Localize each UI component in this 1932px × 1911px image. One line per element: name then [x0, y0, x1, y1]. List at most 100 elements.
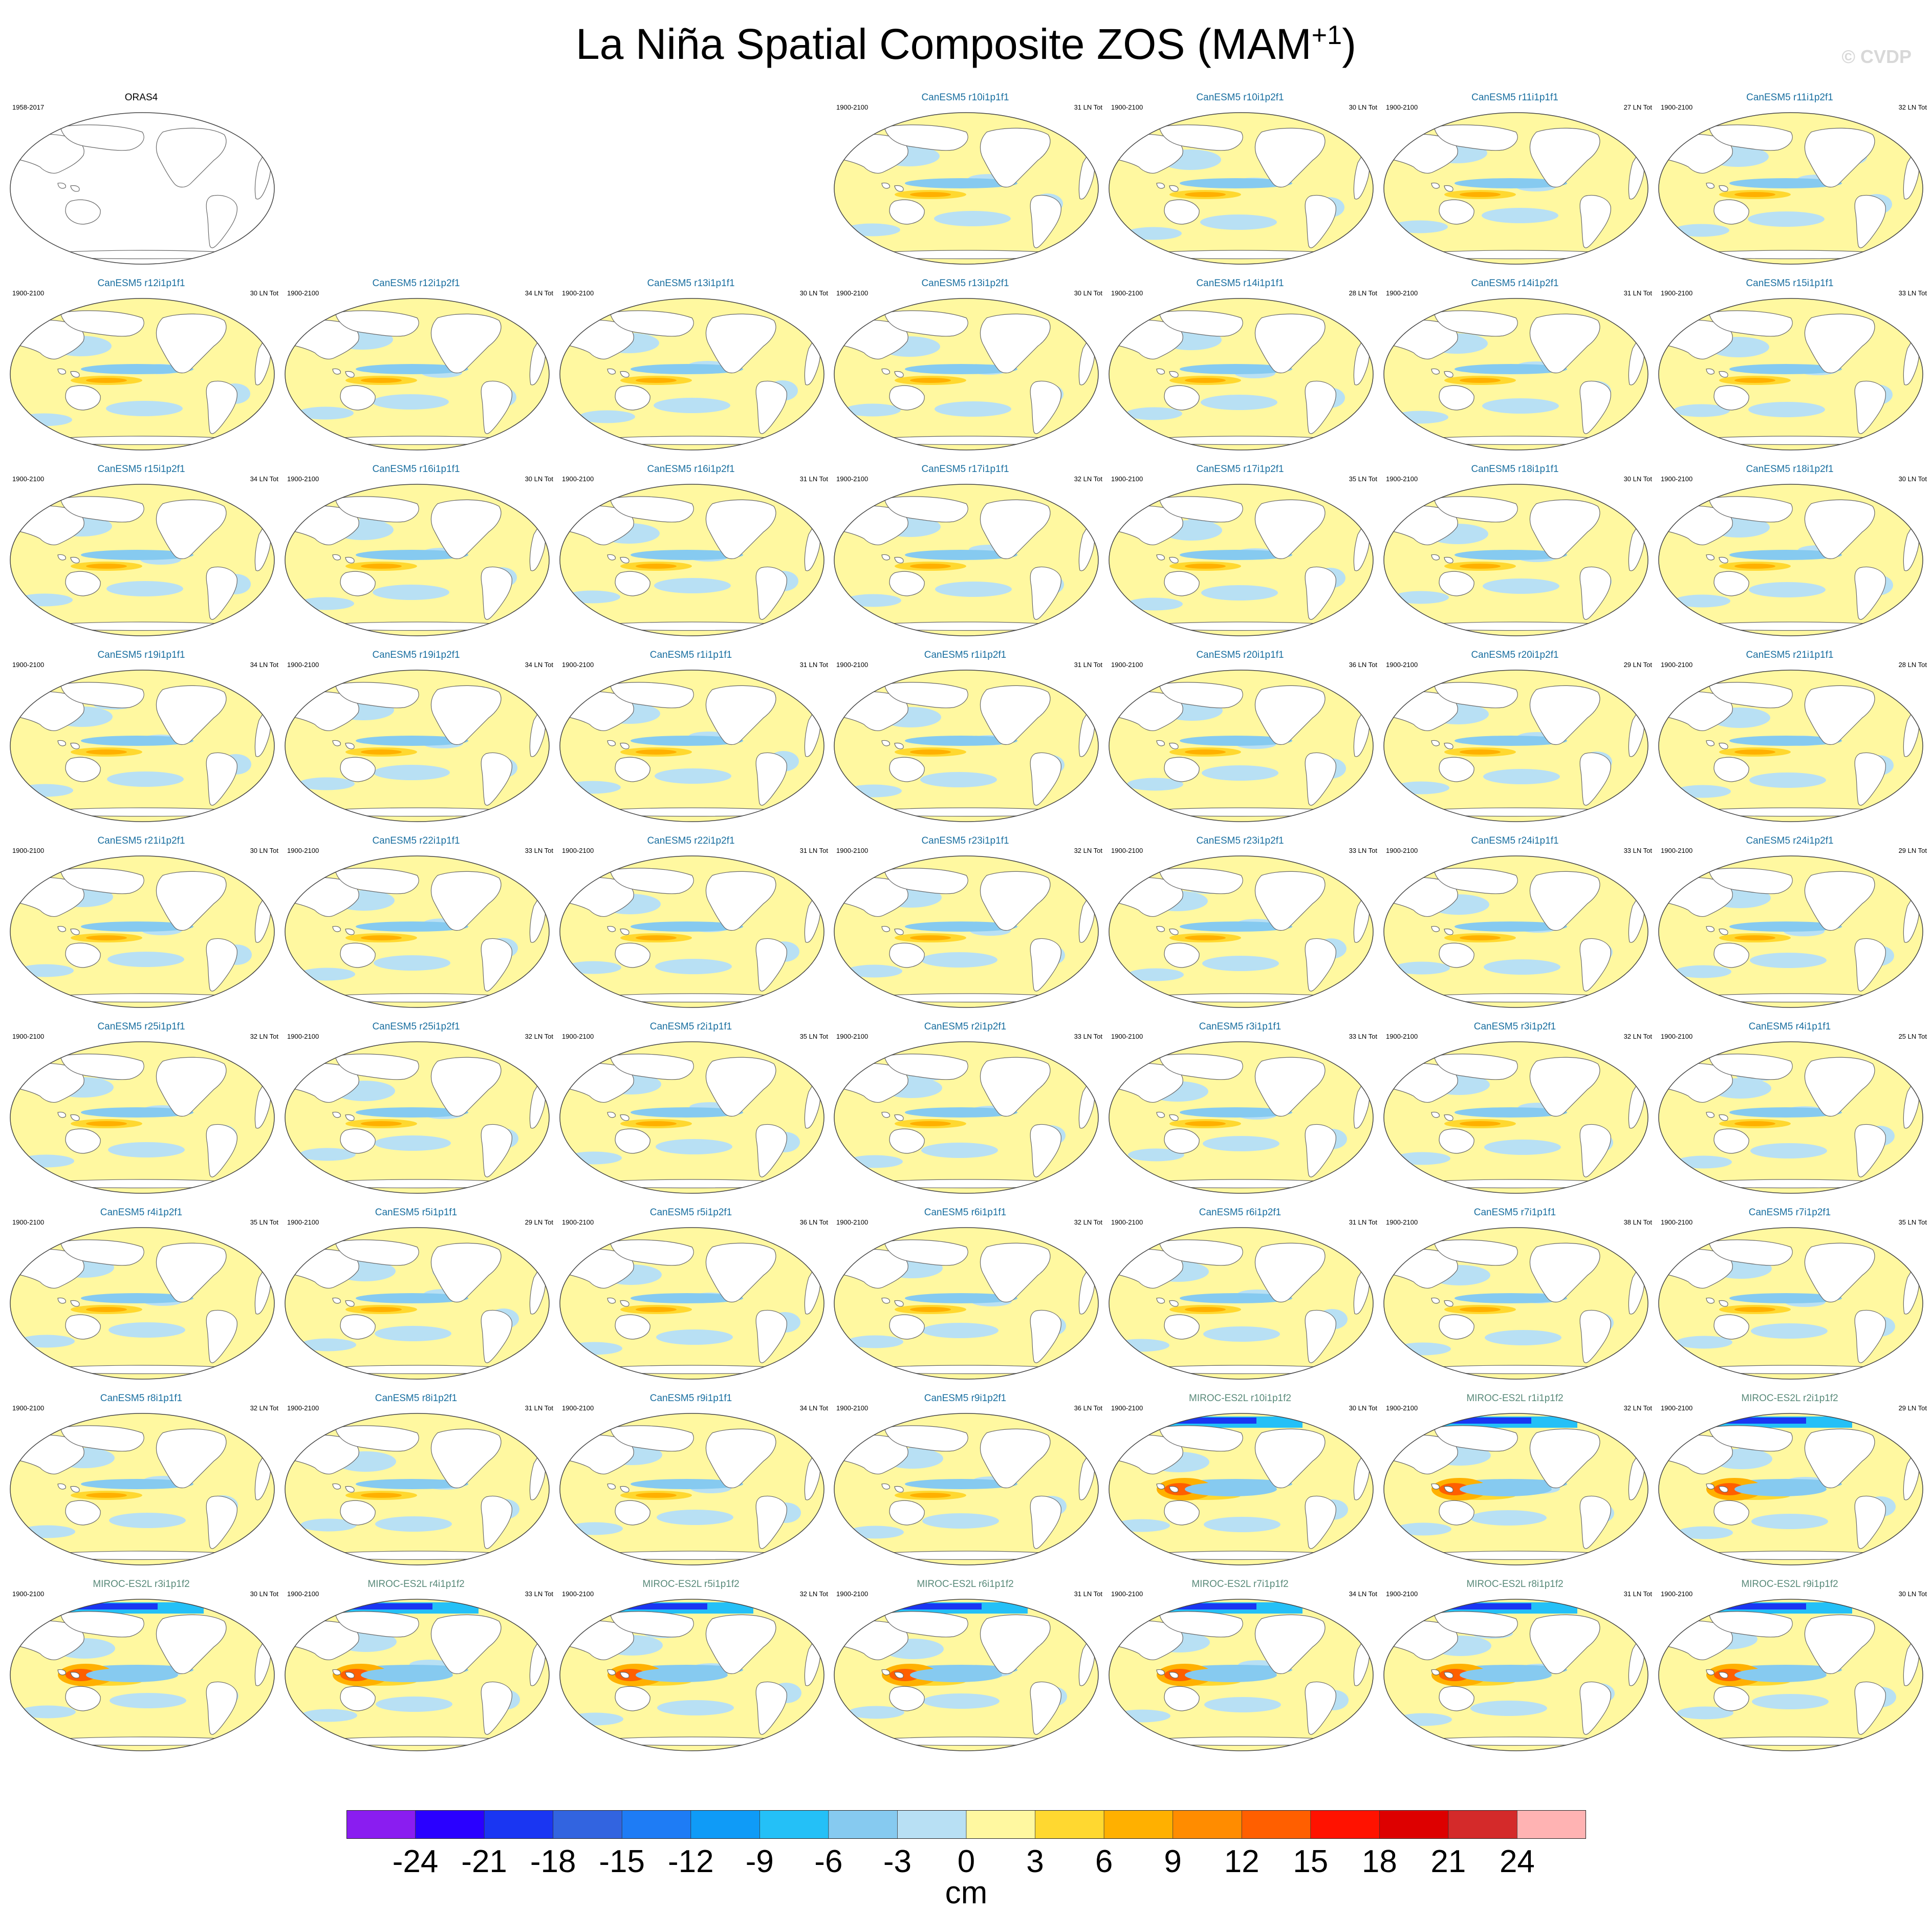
- map-plot: [1658, 855, 1923, 1008]
- panel-period: 1900-2100: [1386, 1033, 1418, 1040]
- colorbar-tick-label: 18: [1361, 1844, 1397, 1879]
- map-plot: [10, 670, 275, 822]
- map-plot: [1658, 1041, 1923, 1194]
- map-panel: CanESM5 r12i1p1f1 1900-2100 30 LN Tot: [4, 278, 278, 463]
- panel-event-count: 31 LN Tot: [1074, 1590, 1102, 1598]
- map-panel: CanESM5 r5i1p1f1 1900-2100 29 LN Tot: [279, 1207, 553, 1392]
- map-plot: [834, 1227, 1099, 1380]
- colorbar: [346, 1810, 1586, 1839]
- map-panel: MIROC-ES2L r6i1p1f2 1900-2100 31 LN Tot: [828, 1579, 1102, 1764]
- panel-title: CanESM5 r11i1p1f1: [1471, 92, 1558, 103]
- map-panel: CanESM5 r16i1p2f1 1900-2100 31 LN Tot: [554, 464, 828, 649]
- panel-title: MIROC-ES2L r1i1p1f2: [1466, 1393, 1564, 1404]
- panel-period: 1900-2100: [1386, 1218, 1418, 1226]
- map-plot: [1109, 1413, 1374, 1565]
- panel-title: CanESM5 r11i1p2f1: [1746, 92, 1833, 103]
- map-plot: [559, 855, 824, 1008]
- colorbar-swatch: [1517, 1810, 1586, 1839]
- map-panel: CanESM5 r4i1p1f1 1900-2100 25 LN Tot: [1653, 1021, 1927, 1207]
- panel-title: CanESM5 r18i1p1f1: [1471, 464, 1559, 475]
- panel-title: CanESM5 r18i1p2f1: [1746, 464, 1834, 475]
- map-panel: CanESM5 r20i1p2f1 1900-2100 29 LN Tot: [1378, 650, 1652, 835]
- panel-event-count: 31 LN Tot: [1074, 103, 1102, 111]
- panel-period: 1900-2100: [1111, 847, 1143, 854]
- panel-title: MIROC-ES2L r3i1p1f2: [93, 1579, 190, 1590]
- panel-title: CanESM5 r19i1p1f1: [97, 650, 185, 660]
- panel-period: 1900-2100: [836, 847, 869, 854]
- colorbar-tick-label: 15: [1293, 1844, 1329, 1879]
- colorbar-tick-label: 0: [957, 1844, 975, 1879]
- panel-period: 1900-2100: [562, 1590, 594, 1598]
- panel-period: 1900-2100: [1111, 289, 1143, 297]
- map-plot: [1109, 298, 1374, 450]
- map-plot: [285, 1227, 550, 1380]
- panel-title: MIROC-ES2L r10i1p1f2: [1189, 1393, 1291, 1404]
- panel-event-count: 31 LN Tot: [525, 1404, 553, 1412]
- panel-title: CanESM5 r10i1p1f1: [921, 92, 1009, 103]
- colorbar-tick-label: 9: [1164, 1844, 1182, 1879]
- map-plot: [285, 1413, 550, 1565]
- panel-event-count: 29 LN Tot: [525, 1218, 553, 1226]
- panel-event-count: 31 LN Tot: [1349, 1218, 1377, 1226]
- colorbar-tick-label: 21: [1430, 1844, 1466, 1879]
- page-title: La Niña Spatial Composite ZOS (MAM+1): [575, 20, 1357, 68]
- map-panel: CanESM5 r3i1p2f1 1900-2100 32 LN Tot: [1378, 1021, 1652, 1207]
- panel-period: 1900-2100: [1111, 1590, 1143, 1598]
- panel-title: MIROC-ES2L r6i1p1f2: [917, 1579, 1014, 1590]
- panel-event-count: 35 LN Tot: [1349, 475, 1377, 483]
- panel-period: 1900-2100: [1661, 475, 1693, 483]
- map-panel: CanESM5 r18i1p2f1 1900-2100 30 LN Tot: [1653, 464, 1927, 649]
- panel-title: CanESM5 r6i1p1f1: [924, 1207, 1007, 1218]
- map-panel: CanESM5 r3i1p1f1 1900-2100 33 LN Tot: [1103, 1021, 1377, 1207]
- map-panel: CanESM5 r1i1p2f1 1900-2100 31 LN Tot: [828, 650, 1102, 835]
- map-panel: MIROC-ES2L r10i1p1f2 1900-2100 30 LN Tot: [1103, 1393, 1377, 1578]
- panel-event-count: 34 LN Tot: [250, 661, 278, 669]
- map-plot: [559, 1227, 824, 1380]
- panel-title: CanESM5 r22i1p1f1: [372, 835, 460, 846]
- colorbar-swatch: [1173, 1810, 1243, 1839]
- map-panel: CanESM5 r9i1p2f1 1900-2100 36 LN Tot: [828, 1393, 1102, 1578]
- colorbar-tick-label: 24: [1499, 1844, 1535, 1879]
- map-panel: CanESM5 r1i1p1f1 1900-2100 31 LN Tot: [554, 650, 828, 835]
- panel-event-count: 30 LN Tot: [1898, 475, 1927, 483]
- map-panel: MIROC-ES2L r4i1p1f2 1900-2100 33 LN Tot: [279, 1579, 553, 1764]
- panel-event-count: 33 LN Tot: [1349, 847, 1377, 854]
- colorbar-swatch: [1448, 1810, 1518, 1839]
- map-plot: [1658, 298, 1923, 450]
- panel-period: 1900-2100: [1111, 103, 1143, 111]
- panel-title: CanESM5 r24i1p2f1: [1746, 835, 1834, 846]
- panel-title: CanESM5 r9i1p1f1: [649, 1393, 732, 1404]
- panel-period: 1900-2100: [562, 847, 594, 854]
- map-panel: CanESM5 r14i1p2f1 1900-2100 31 LN Tot: [1378, 278, 1652, 463]
- map-plot: [285, 1599, 550, 1751]
- panel-period: 1900-2100: [1661, 1033, 1693, 1040]
- panel-event-count: 27 LN Tot: [1623, 103, 1652, 111]
- panel-period: 1900-2100: [1661, 1218, 1693, 1226]
- panel-title: CanESM5 r25i1p2f1: [372, 1021, 460, 1032]
- panel-event-count: 33 LN Tot: [1898, 289, 1927, 297]
- panel-period: 1958-2017: [12, 103, 45, 111]
- panel-event-count: 30 LN Tot: [1074, 289, 1102, 297]
- map-plot: [1109, 1227, 1374, 1380]
- colorbar-swatch: [1103, 1810, 1174, 1839]
- panel-title: CanESM5 r23i1p1f1: [921, 835, 1009, 846]
- colorbar-swatch: [415, 1810, 485, 1839]
- panel-title: CanESM5 r17i1p2f1: [1196, 464, 1284, 475]
- panel-title: CanESM5 r12i1p1f1: [97, 278, 185, 289]
- panel-period: 1900-2100: [12, 1033, 45, 1040]
- panel-title: CanESM5 r1i1p1f1: [649, 650, 732, 660]
- panel-event-count: 32 LN Tot: [1623, 1404, 1652, 1412]
- panel-title: CanESM5 r14i1p2f1: [1471, 278, 1559, 289]
- panel-event-count: 36 LN Tot: [1349, 661, 1377, 669]
- panel-title: CanESM5 r24i1p1f1: [1471, 835, 1559, 846]
- colorbar-swatch: [484, 1810, 554, 1839]
- map-panel: CanESM5 r17i1p2f1 1900-2100 35 LN Tot: [1103, 464, 1377, 649]
- map-panel: CanESM5 r14i1p1f1 1900-2100 28 LN Tot: [1103, 278, 1377, 463]
- map-plot: [285, 1041, 550, 1194]
- map-plot: [1658, 1413, 1923, 1565]
- panel-period: 1900-2100: [12, 847, 45, 854]
- map-panel: CanESM5 r13i1p2f1 1900-2100 30 LN Tot: [828, 278, 1102, 463]
- map-plot: [834, 484, 1099, 636]
- map-panel: CanESM5 r19i1p1f1 1900-2100 34 LN Tot: [4, 650, 278, 835]
- panel-title: MIROC-ES2L r2i1p1f2: [1741, 1393, 1838, 1404]
